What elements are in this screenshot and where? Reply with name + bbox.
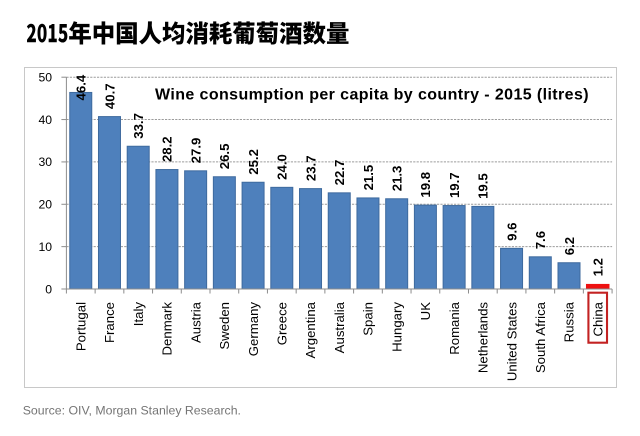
svg-text:China: China [590, 301, 605, 336]
svg-text:0: 0 [45, 282, 52, 296]
svg-text:France: France [102, 302, 117, 343]
svg-text:Source: OIV, Morgan Stanley Re: Source: OIV, Morgan Stanley Research. [23, 404, 241, 418]
svg-text:26.5: 26.5 [217, 144, 232, 170]
svg-text:Spain: Spain [361, 302, 376, 336]
svg-text:UK: UK [418, 302, 433, 321]
svg-text:Denmark: Denmark [160, 302, 175, 356]
svg-text:19.7: 19.7 [447, 172, 462, 198]
svg-text:Greece: Greece [275, 302, 290, 345]
svg-text:Russia: Russia [562, 301, 577, 342]
svg-text:Portugal: Portugal [73, 302, 88, 351]
svg-text:30: 30 [38, 155, 52, 169]
svg-text:6.2: 6.2 [562, 237, 577, 255]
svg-text:South Africa: South Africa [533, 301, 548, 373]
svg-text:Sweden: Sweden [217, 302, 232, 350]
svg-text:19.8: 19.8 [418, 172, 433, 198]
svg-text:Romania: Romania [447, 301, 462, 354]
svg-text:46.4: 46.4 [74, 74, 89, 100]
svg-text:Wine consumption per capita by: Wine consumption per capita by country -… [155, 86, 589, 103]
svg-text:9.6: 9.6 [504, 222, 519, 240]
svg-text:40.7: 40.7 [102, 83, 117, 109]
svg-text:23.7: 23.7 [303, 155, 318, 181]
svg-text:Austria: Austria [188, 301, 203, 343]
svg-text:33.7: 33.7 [131, 113, 146, 139]
svg-text:21.5: 21.5 [361, 165, 376, 191]
svg-text:40: 40 [38, 113, 52, 127]
svg-text:50: 50 [38, 71, 52, 85]
svg-text:7.6: 7.6 [533, 231, 548, 249]
svg-text:21.3: 21.3 [389, 166, 404, 192]
svg-text:Italy: Italy [131, 302, 146, 327]
svg-text:Germany: Germany [246, 302, 261, 357]
svg-text:20: 20 [38, 198, 52, 212]
svg-text:1.2: 1.2 [591, 258, 606, 276]
svg-text:25.2: 25.2 [246, 149, 261, 175]
svg-text:Netherlands: Netherlands [476, 302, 491, 374]
svg-text:Australia: Australia [332, 301, 347, 353]
svg-text:24.0: 24.0 [275, 154, 290, 180]
svg-text:28.2: 28.2 [160, 136, 175, 162]
svg-text:United States: United States [504, 302, 519, 382]
svg-text:27.9: 27.9 [188, 138, 203, 164]
svg-text:19.5: 19.5 [476, 173, 491, 199]
svg-text:22.7: 22.7 [332, 160, 347, 186]
svg-text:Hungary: Hungary [389, 302, 404, 352]
svg-text:10: 10 [38, 240, 52, 254]
svg-text:Argentina: Argentina [303, 301, 318, 358]
